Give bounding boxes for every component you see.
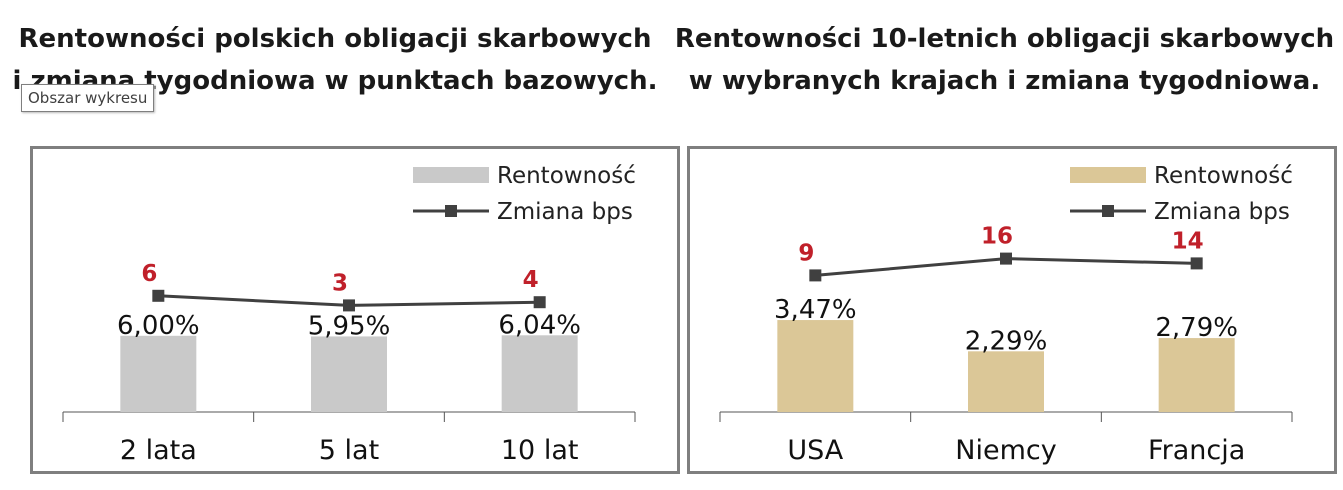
chart1-bar	[968, 351, 1044, 412]
chart1-change-marker	[809, 269, 822, 282]
chart1-change-marker	[1000, 252, 1012, 265]
chart0-legend-line-marker	[445, 205, 457, 217]
chart0-legend-bar-swatch	[413, 167, 489, 183]
chart0-bar-label: 6,00%	[117, 311, 200, 341]
chart1-change-marker	[1190, 257, 1203, 270]
chart1-legend-line-label: Zmiana bps	[1154, 199, 1290, 225]
chart1-bar-label: 3,47%	[774, 295, 857, 325]
chart0-change-marker	[533, 296, 546, 309]
left-chart-title: Rentowności polskich obligacji skarbowyc…	[12, 24, 658, 96]
chart1-category-label: USA	[787, 435, 843, 466]
chart-area-tooltip: Obszar wykresu	[21, 84, 155, 112]
chart1-bar	[777, 320, 854, 412]
chart0-bar	[501, 335, 578, 412]
chart0-category-label: 5 lat	[319, 435, 379, 466]
chart1-category-label: Francja	[1148, 435, 1245, 466]
chart1-change-label: 9	[798, 240, 814, 266]
right-chart-svg: Rentowność Zmiana bps 3,47% USA 2,29% Niemcy 2…	[719, 163, 1293, 466]
chart0-category-label: 2 lata	[120, 435, 197, 466]
chart0-change-label: 6	[141, 261, 157, 287]
chart0-change-label: 3	[332, 270, 348, 296]
chart0-change-marker	[343, 299, 355, 312]
chart1-category-label: Niemcy	[955, 435, 1056, 466]
chart0-legend-bar-label: Rentowność	[497, 163, 636, 189]
left-chart-area[interactable]: Rentowność Zmiana bps 6,00% 2 lata 5,95% 5 la…	[30, 146, 680, 474]
chart0-bar	[311, 336, 387, 412]
right-chart-title: Rentowności 10-letnich obligacji skarbow…	[674, 24, 1335, 96]
chart0-legend-line-label: Zmiana bps	[497, 199, 633, 225]
chart0-bar	[120, 335, 197, 412]
chart0-bar-label: 5,95%	[308, 311, 391, 341]
chart0-change-label: 4	[523, 267, 539, 293]
chart1-change-label: 14	[1172, 228, 1204, 254]
chart1-legend-bar-label: Rentowność	[1154, 163, 1293, 189]
chart0-category-label: 10 lat	[501, 435, 579, 466]
chart1-change-label: 16	[981, 224, 1013, 250]
right-chart-area[interactable]: Rentowność Zmiana bps 3,47% USA 2,29% Niemcy 2…	[687, 146, 1337, 474]
chart0-bar-label: 6,04%	[498, 310, 581, 340]
chart1-bar-label: 2,79%	[1155, 313, 1238, 343]
chart1-bar-label: 2,29%	[965, 326, 1048, 356]
chart0-change-marker	[152, 289, 165, 302]
chart1-legend-bar-swatch	[1070, 167, 1146, 183]
chart1-legend-line-marker	[1102, 205, 1114, 217]
chart1-bar	[1158, 338, 1235, 412]
left-chart-svg: Rentowność Zmiana bps 6,00% 2 lata 5,95% 5 la…	[62, 163, 636, 466]
